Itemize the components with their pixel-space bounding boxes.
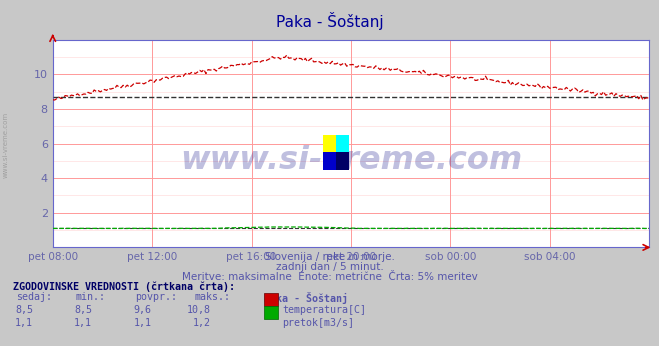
Text: temperatura[C]: temperatura[C] bbox=[282, 305, 366, 315]
Text: 1,1: 1,1 bbox=[15, 318, 33, 328]
Bar bbox=[336, 152, 349, 170]
Text: 1,1: 1,1 bbox=[134, 318, 152, 328]
Text: maks.:: maks.: bbox=[194, 292, 231, 302]
Text: sedaj:: sedaj: bbox=[16, 292, 53, 302]
Text: 8,5: 8,5 bbox=[15, 305, 33, 315]
Text: min.:: min.: bbox=[76, 292, 106, 302]
Text: zadnji dan / 5 minut.: zadnji dan / 5 minut. bbox=[275, 262, 384, 272]
Text: Paka - Šoštanj: Paka - Šoštanj bbox=[264, 292, 347, 304]
Text: 10,8: 10,8 bbox=[187, 305, 211, 315]
Text: www.si-vreme.com: www.si-vreme.com bbox=[180, 145, 522, 176]
Bar bbox=[323, 135, 336, 152]
Text: povpr.:: povpr.: bbox=[135, 292, 177, 302]
Text: 1,1: 1,1 bbox=[74, 318, 92, 328]
Bar bbox=[323, 152, 336, 170]
Text: www.si-vreme.com: www.si-vreme.com bbox=[2, 112, 9, 179]
Bar bbox=[336, 135, 349, 152]
Text: Slovenija / reke in morje.: Slovenija / reke in morje. bbox=[264, 252, 395, 262]
Text: Meritve: maksimalne  Enote: metrične  Črta: 5% meritev: Meritve: maksimalne Enote: metrične Črta… bbox=[182, 272, 477, 282]
Text: 1,2: 1,2 bbox=[193, 318, 211, 328]
Text: Paka - Šoštanj: Paka - Šoštanj bbox=[275, 12, 384, 30]
Text: pretok[m3/s]: pretok[m3/s] bbox=[282, 318, 354, 328]
Text: 8,5: 8,5 bbox=[74, 305, 92, 315]
Text: ZGODOVINSKE VREDNOSTI (črtkana črta):: ZGODOVINSKE VREDNOSTI (črtkana črta): bbox=[13, 282, 235, 292]
Text: 9,6: 9,6 bbox=[134, 305, 152, 315]
